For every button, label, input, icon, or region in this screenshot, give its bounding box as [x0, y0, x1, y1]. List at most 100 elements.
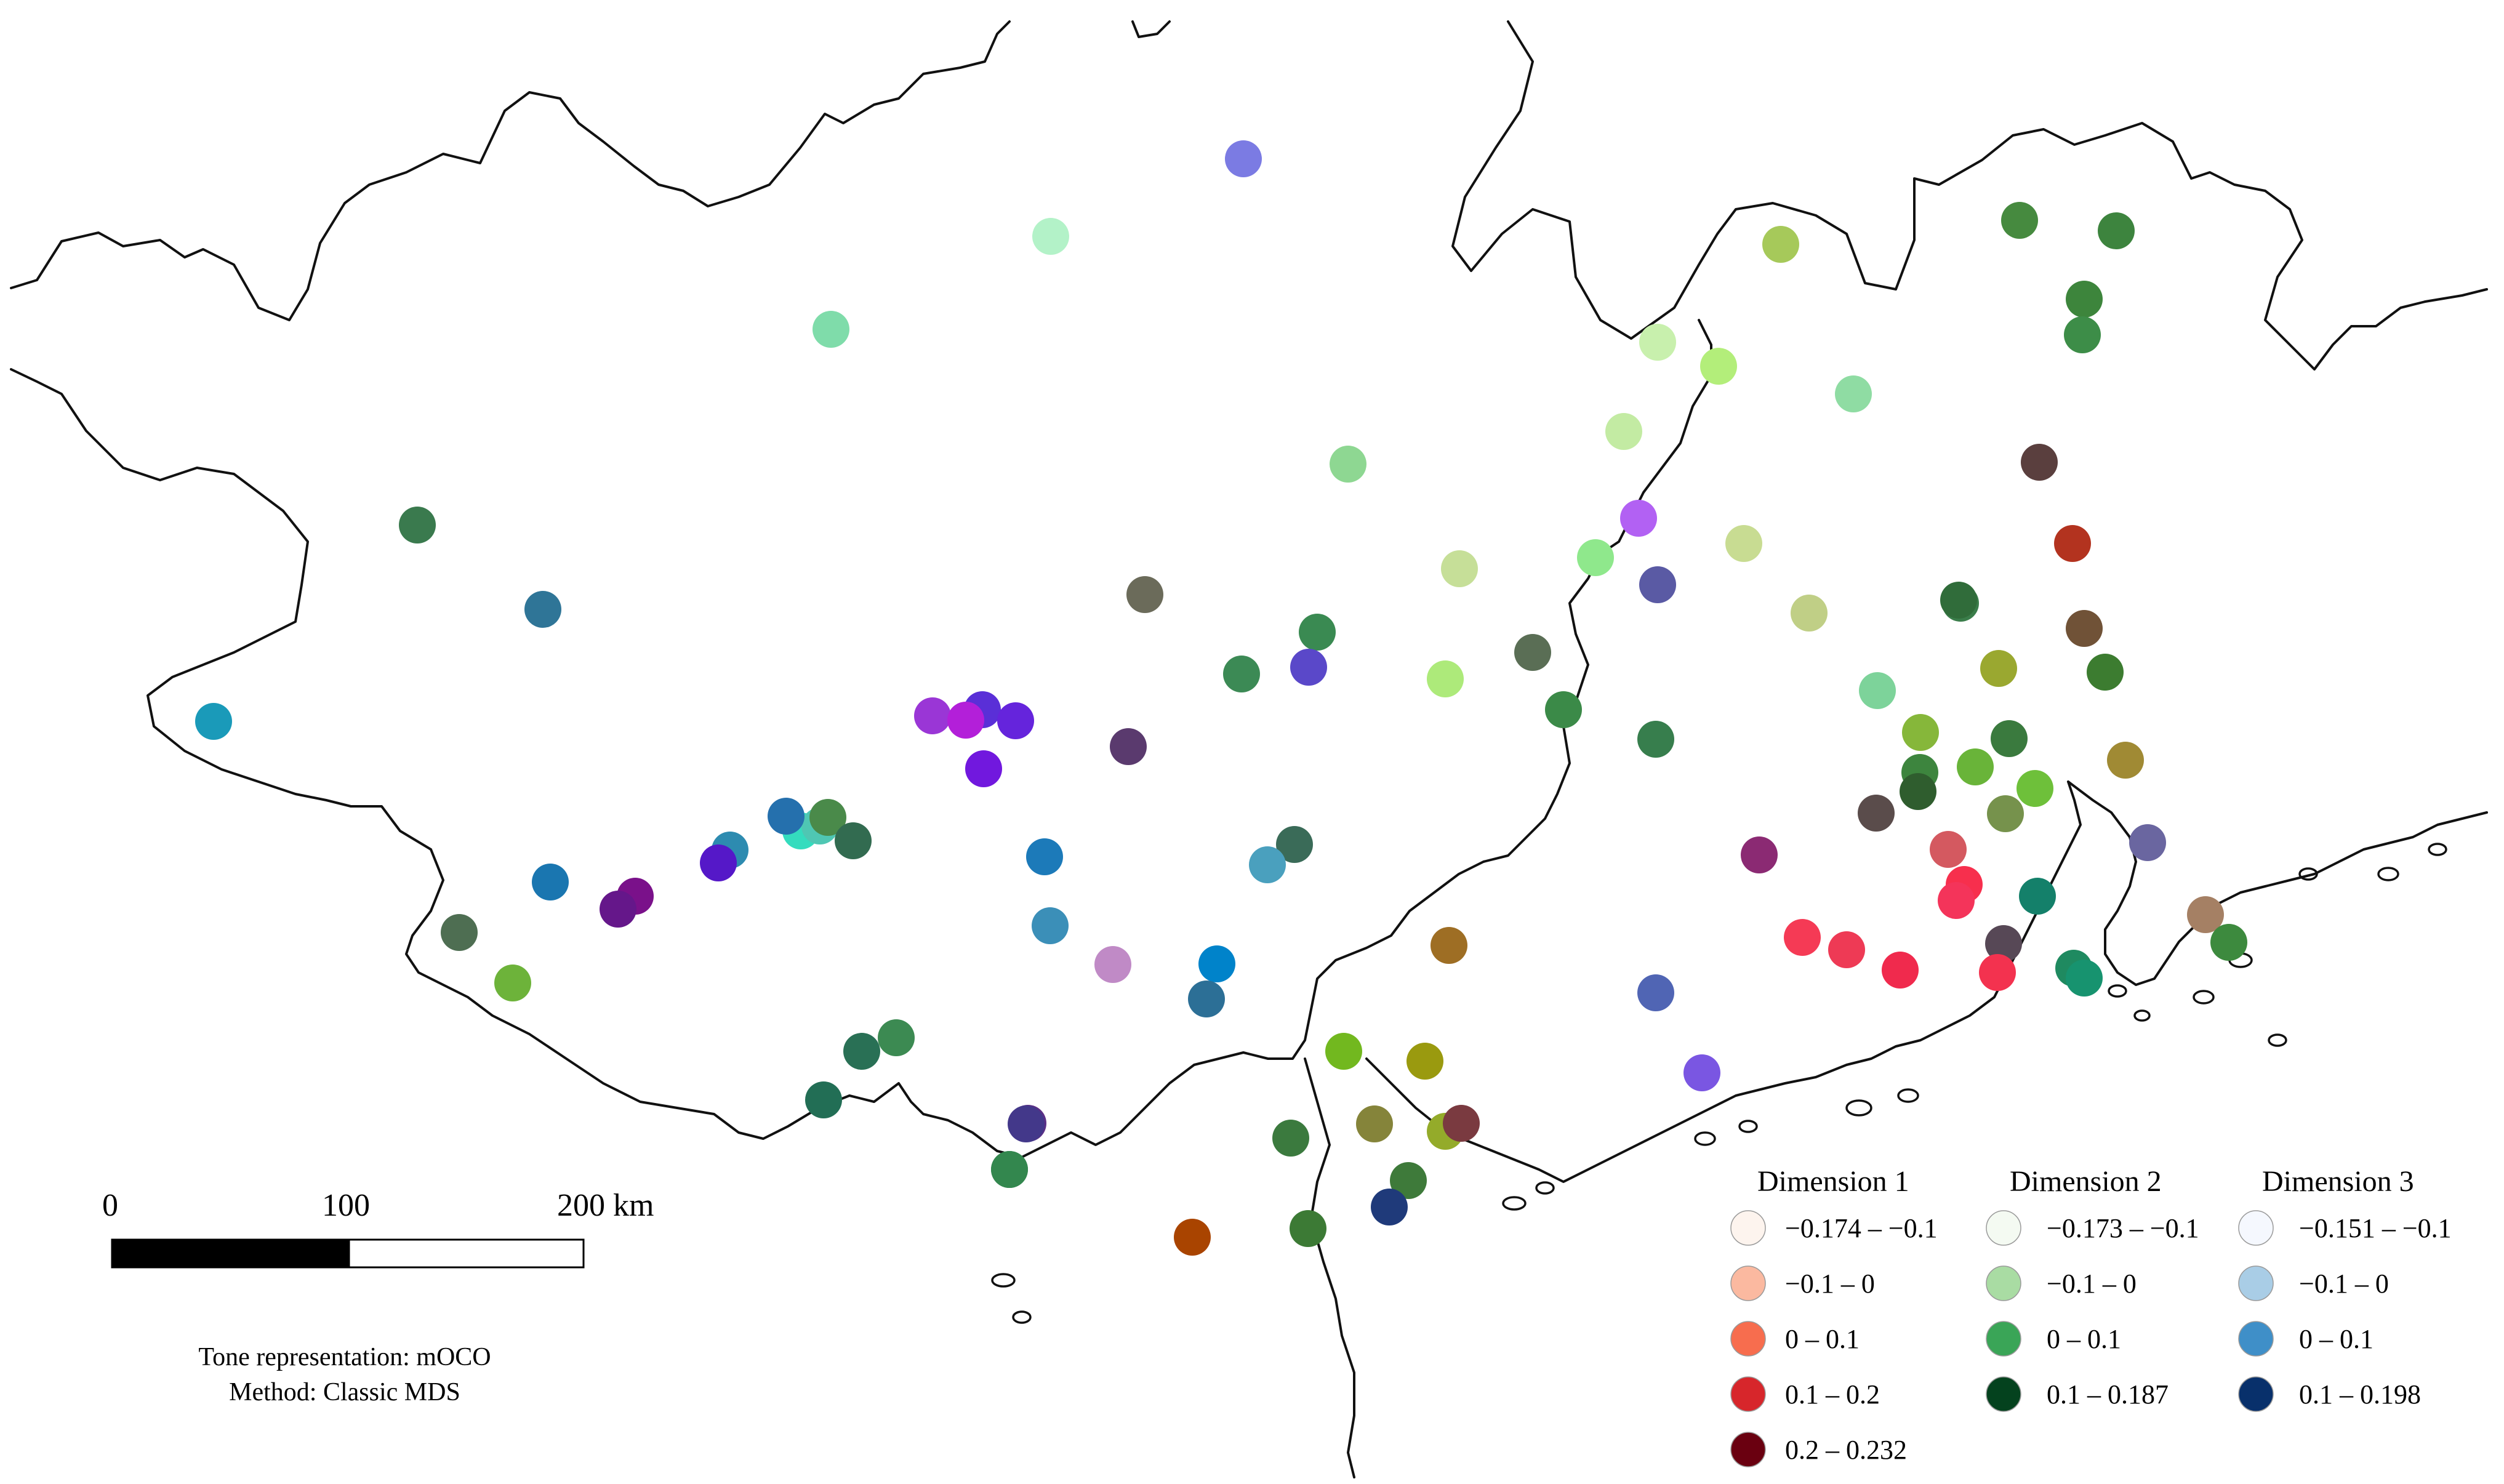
site-dot — [1188, 981, 1225, 1017]
site-dot — [441, 914, 478, 951]
scale-tick-100: 100 — [322, 1188, 370, 1223]
site-dot — [2187, 896, 2224, 933]
scale-tick-200: 200 km — [557, 1188, 654, 1223]
site-dot — [1725, 525, 1762, 562]
legend-dim2-label-4: 0.1 – 0.187 — [2047, 1379, 2169, 1410]
site-dot — [2019, 878, 2056, 915]
site-dot — [1094, 946, 1131, 983]
site-dot — [947, 702, 984, 739]
legend-dimension-2: Dimension 2 −0.173 – −0.1 −0.1 – 0 0 – 0… — [1986, 1165, 2199, 1412]
site-dot — [1406, 1043, 1443, 1080]
site-dot — [532, 864, 569, 900]
site-dot — [524, 591, 561, 628]
legend-dim1-label-2: −0.1 – 0 — [1785, 1269, 1875, 1299]
site-dot — [1902, 714, 1939, 751]
site-dot — [1198, 945, 1235, 982]
site-dot — [1605, 413, 1642, 450]
site-dot — [1272, 1120, 1309, 1157]
site-dot — [2066, 281, 2103, 318]
site-dot — [843, 1033, 880, 1070]
scale-bar-black-segment — [111, 1238, 350, 1269]
legend-dim3-label-2: −0.1 – 0 — [2299, 1269, 2389, 1299]
site-dot — [1979, 954, 2016, 991]
site-dot — [1174, 1219, 1211, 1256]
site-dot — [2021, 444, 2058, 481]
caption: Tone representation: mOCO Method: Classi… — [198, 1343, 491, 1406]
site-dot — [1940, 582, 1977, 619]
site-dot — [600, 891, 636, 928]
site-dot — [768, 798, 805, 835]
site-dot — [494, 965, 531, 1001]
site-dot — [1249, 846, 1286, 883]
site-dot — [1700, 348, 1737, 385]
site-dot — [2066, 960, 2103, 997]
site-dot — [1431, 927, 1467, 964]
site-dot — [1762, 226, 1799, 263]
survey-sites — [195, 140, 2247, 1256]
site-dot — [2107, 742, 2144, 779]
site-dot — [1637, 974, 1674, 1011]
legend-dim2-swatch-3 — [1986, 1321, 2021, 1357]
legend-dim1-label-1: −0.174 – −0.1 — [1785, 1213, 1938, 1243]
site-dot — [1741, 836, 1778, 873]
legend-dim2-label-3: 0 – 0.1 — [2047, 1324, 2121, 1354]
site-dot — [1828, 931, 1865, 968]
site-dot — [1620, 500, 1657, 537]
legend-dim1-label-4: 0.1 – 0.2 — [1785, 1379, 1880, 1410]
site-dot — [1290, 1210, 1326, 1247]
site-dot — [1858, 795, 1895, 832]
site-dot — [1330, 446, 1366, 483]
site-dot — [1223, 656, 1260, 692]
legend-dim2-label-2: −0.1 – 0 — [2047, 1269, 2137, 1299]
site-dot — [1930, 831, 1967, 868]
legend-dim3-label-3: 0 – 0.1 — [2299, 1324, 2374, 1354]
site-dot — [1577, 539, 1614, 576]
site-dot — [1514, 634, 1551, 671]
site-dot — [2129, 824, 2166, 861]
site-dot — [1938, 882, 1975, 919]
legend-dim3-swatch-4 — [2238, 1376, 2274, 1412]
site-dot — [965, 750, 1002, 787]
legend-dim2-swatch-1 — [1986, 1210, 2021, 1246]
legend-dim1-swatch-5 — [1730, 1432, 1766, 1467]
site-dot — [1637, 721, 1674, 758]
site-dot — [1290, 649, 1327, 686]
legend-dim3-label-1: −0.151 – −0.1 — [2299, 1213, 2452, 1243]
site-dot — [700, 844, 737, 881]
site-dot — [195, 703, 232, 740]
site-dot — [878, 1019, 915, 1056]
legend-dim3-label-4: 0.1 – 0.198 — [2299, 1379, 2421, 1410]
legend-dim1-swatch-3 — [1730, 1321, 1766, 1357]
site-dot — [1356, 1105, 1393, 1142]
site-dot — [1784, 919, 1821, 956]
site-dot — [1859, 672, 1896, 709]
site-dot — [1427, 660, 1464, 697]
legend: Dimension 1 −0.174 – −0.1 −0.1 – 0 0 – 0… — [1730, 1165, 2452, 1467]
site-dot — [1008, 1105, 1045, 1142]
site-dot — [1985, 925, 2022, 962]
site-dot — [1371, 1189, 1408, 1225]
site-dot — [2087, 654, 2124, 691]
site-dot — [1443, 1105, 1480, 1142]
caption-tone: Tone representation: mOCO — [198, 1343, 491, 1371]
site-dot — [1276, 826, 1313, 863]
legend-dim1-swatch-1 — [1730, 1210, 1766, 1246]
site-dot — [1441, 550, 1478, 587]
legend-dim1-swatch-4 — [1730, 1376, 1766, 1412]
site-dot — [1957, 748, 1994, 785]
site-dot — [997, 702, 1034, 739]
site-dot — [1987, 795, 2024, 832]
site-dot — [1126, 576, 1163, 613]
site-dot — [1639, 324, 1676, 361]
site-dot — [2064, 316, 2101, 353]
site-dot — [1325, 1033, 1362, 1070]
island-outlines — [991, 843, 2447, 1324]
scale-bar-white-segment — [348, 1238, 585, 1269]
site-dot — [1032, 907, 1069, 944]
legend-dim3-swatch-2 — [2238, 1265, 2274, 1301]
legend-dim2-label-1: −0.173 – −0.1 — [2047, 1213, 2199, 1243]
legend-dim3-title: Dimension 3 — [2262, 1165, 2414, 1198]
site-dot — [1683, 1054, 1720, 1091]
site-dot — [1991, 720, 2028, 757]
